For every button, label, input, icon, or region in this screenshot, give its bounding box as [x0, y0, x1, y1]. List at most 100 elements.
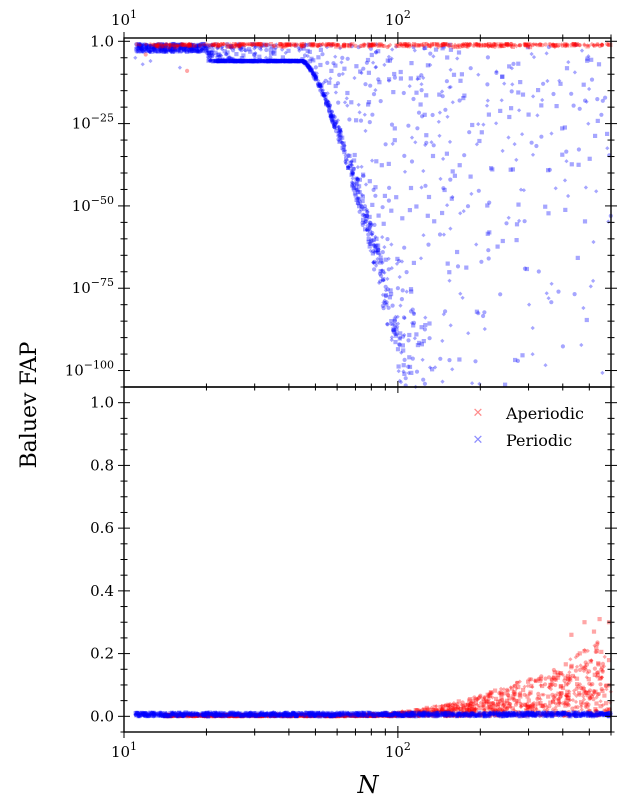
scatter-point-periodic [482, 310, 487, 315]
scatter-point-periodic [389, 242, 394, 247]
scatter-point-periodic [335, 81, 341, 86]
scatter-point-aperiodic [508, 42, 514, 47]
scatter-point-aperiodic [502, 691, 507, 696]
scatter-point-aperiodic [210, 42, 215, 47]
scatter-point-periodic [385, 276, 390, 281]
scatter-point-periodic [134, 47, 139, 52]
scatter-point-periodic [326, 103, 331, 108]
scatter-point-aperiodic [411, 43, 417, 48]
scatter-point-aperiodic [602, 693, 607, 698]
scatter-point-periodic [332, 115, 337, 120]
scatter-point-aperiodic [227, 713, 232, 718]
scatter-point-periodic [295, 58, 300, 63]
scatter-point-aperiodic [596, 661, 601, 666]
scatter-point-periodic [292, 58, 297, 63]
scatter-point-periodic [393, 331, 398, 336]
scatter-point-periodic [263, 59, 268, 64]
scatter-point-periodic [591, 278, 596, 283]
scatter-point-aperiodic [573, 668, 579, 673]
scatter-point-periodic [387, 185, 392, 190]
scatter-point-periodic [390, 141, 395, 146]
scatter-point-aperiodic [368, 42, 374, 47]
scatter-point-periodic [373, 244, 378, 249]
scatter-point-periodic [173, 48, 178, 53]
scatter-point-periodic [343, 161, 349, 166]
scatter-point-periodic [367, 226, 372, 231]
scatter-point-periodic [518, 80, 523, 85]
scatter-point-periodic [363, 82, 368, 87]
scatter-point-periodic [262, 59, 267, 64]
scatter-point-periodic [220, 47, 225, 52]
scatter-point-periodic [397, 342, 402, 348]
scatter-point-aperiodic [324, 42, 329, 47]
scatter-point-periodic [236, 58, 241, 63]
scatter-point-periodic [178, 49, 183, 54]
scatter-point-periodic [365, 209, 370, 214]
scatter-point-aperiodic [256, 712, 261, 718]
scatter-point-periodic [563, 207, 568, 212]
scatter-point-aperiodic [512, 698, 517, 703]
scatter-point-periodic [159, 44, 164, 49]
scatter-point-periodic [286, 48, 291, 53]
scatter-point-periodic [156, 42, 161, 47]
scatter-point-aperiodic [249, 43, 255, 48]
scatter-point-periodic [469, 191, 474, 196]
scatter-point-periodic [381, 277, 386, 282]
scatter-point-periodic [384, 300, 389, 305]
scatter-point-periodic [197, 49, 202, 54]
scatter-point-aperiodic [285, 43, 290, 48]
scatter-point-periodic [596, 62, 602, 67]
scatter-point-periodic [362, 204, 367, 209]
scatter-point-aperiodic [582, 42, 587, 47]
scatter-point-periodic [462, 153, 467, 158]
scatter-point-periodic [394, 44, 399, 49]
scatter-point-aperiodic [163, 712, 168, 718]
scatter-point-aperiodic [431, 708, 436, 713]
scatter-point-aperiodic [430, 42, 435, 47]
scatter-point-periodic [576, 162, 581, 167]
scatter-point-periodic [458, 78, 463, 83]
scatter-point-periodic [369, 222, 374, 227]
scatter-point-periodic [296, 46, 301, 51]
scatter-point-aperiodic [468, 711, 473, 717]
scatter-point-periodic [485, 82, 490, 87]
scatter-point-periodic [404, 270, 409, 275]
scatter-point-periodic [307, 65, 312, 70]
scatter-point-periodic [250, 58, 255, 64]
scatter-point-aperiodic [380, 713, 385, 718]
scatter-point-periodic [474, 309, 479, 314]
scatter-point-aperiodic [538, 42, 543, 47]
scatter-point-periodic [272, 58, 277, 63]
scatter-point-periodic [210, 43, 215, 49]
scatter-point-periodic [148, 49, 153, 54]
scatter-point-aperiodic [259, 42, 264, 47]
scatter-point-periodic [136, 44, 141, 49]
scatter-point-periodic [352, 158, 357, 163]
scatter-point-periodic [382, 270, 387, 275]
scatter-point-periodic [134, 42, 139, 47]
scatter-point-aperiodic [463, 42, 468, 47]
scatter-point-periodic [301, 58, 306, 64]
scatter-point-periodic [380, 260, 385, 265]
scatter-point-periodic [144, 42, 149, 47]
scatter-point-periodic [252, 59, 257, 64]
scatter-point-periodic [180, 46, 185, 51]
scatter-point-periodic [333, 119, 338, 124]
scatter-point-periodic [402, 153, 407, 158]
scatter-point-periodic [278, 58, 284, 63]
scatter-point-periodic [337, 133, 342, 138]
scatter-point-periodic [390, 303, 395, 308]
scatter-point-periodic [263, 43, 268, 48]
scatter-point-periodic [448, 323, 453, 328]
scatter-point-periodic [448, 226, 453, 231]
scatter-point-periodic [149, 49, 154, 54]
scatter-point-periodic [371, 260, 376, 265]
scatter-point-periodic [241, 58, 246, 63]
scatter-point-periodic [352, 75, 357, 81]
scatter-point-periodic [391, 327, 396, 332]
scatter-point-aperiodic [455, 45, 460, 50]
scatter-point-periodic [147, 48, 152, 53]
scatter-point-periodic [308, 66, 313, 71]
scatter-point-periodic [275, 59, 280, 64]
scatter-point-aperiodic [373, 43, 378, 48]
